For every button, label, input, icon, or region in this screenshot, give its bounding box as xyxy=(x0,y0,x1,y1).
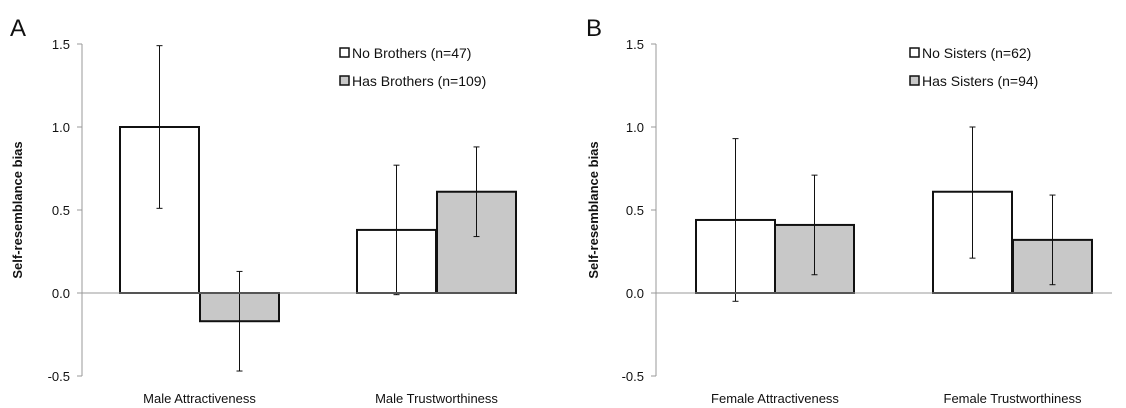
chart-panel-b: B Self-resemblance bias -0.5 0.0 0.5 1.0 1.5 Fe… xyxy=(586,15,1112,406)
x-category-label: Female Trustworthiness xyxy=(944,391,1082,406)
legend-swatch xyxy=(339,75,350,86)
legend-swatch xyxy=(909,47,920,58)
x-category-label: Female Attractiveness xyxy=(711,391,839,406)
legend: No Brothers (n=47) Has Brothers (n=109) xyxy=(339,45,486,89)
y-tick-label: 1.5 xyxy=(626,37,644,52)
y-tick-label: 0.0 xyxy=(626,286,644,301)
y-tick-label: -0.5 xyxy=(48,369,70,384)
chart-panel-a: A Self-resemblance bias -0.5 0.0 0.5 1.0 1.5 Ma… xyxy=(10,15,517,406)
legend-swatch xyxy=(339,47,350,58)
y-tick-label: 0.0 xyxy=(52,286,70,301)
legend-label: No Sisters (n=62) xyxy=(922,45,1031,61)
panel-label: A xyxy=(10,15,26,42)
x-category-label: Male Attractiveness xyxy=(143,391,256,406)
y-tick-label: 1.0 xyxy=(52,120,70,135)
y-axis-title: Self-resemblance bias xyxy=(10,141,25,278)
y-tick-label: 0.5 xyxy=(626,203,644,218)
x-category-label: Male Trustworthiness xyxy=(375,391,498,406)
y-tick-label: -0.5 xyxy=(622,369,644,384)
y-tick-label: 1.0 xyxy=(626,120,644,135)
y-axis-title: Self-resemblance bias xyxy=(586,141,601,278)
legend-label: Has Sisters (n=94) xyxy=(922,73,1038,89)
legend-swatch xyxy=(909,75,920,86)
legend-label: No Brothers (n=47) xyxy=(352,45,471,61)
y-tick-label: 1.5 xyxy=(52,37,70,52)
legend-label: Has Brothers (n=109) xyxy=(352,73,486,89)
y-tick-label: 0.5 xyxy=(52,203,70,218)
panel-label: B xyxy=(586,15,602,42)
legend: No Sisters (n=62) Has Sisters (n=94) xyxy=(909,45,1038,89)
